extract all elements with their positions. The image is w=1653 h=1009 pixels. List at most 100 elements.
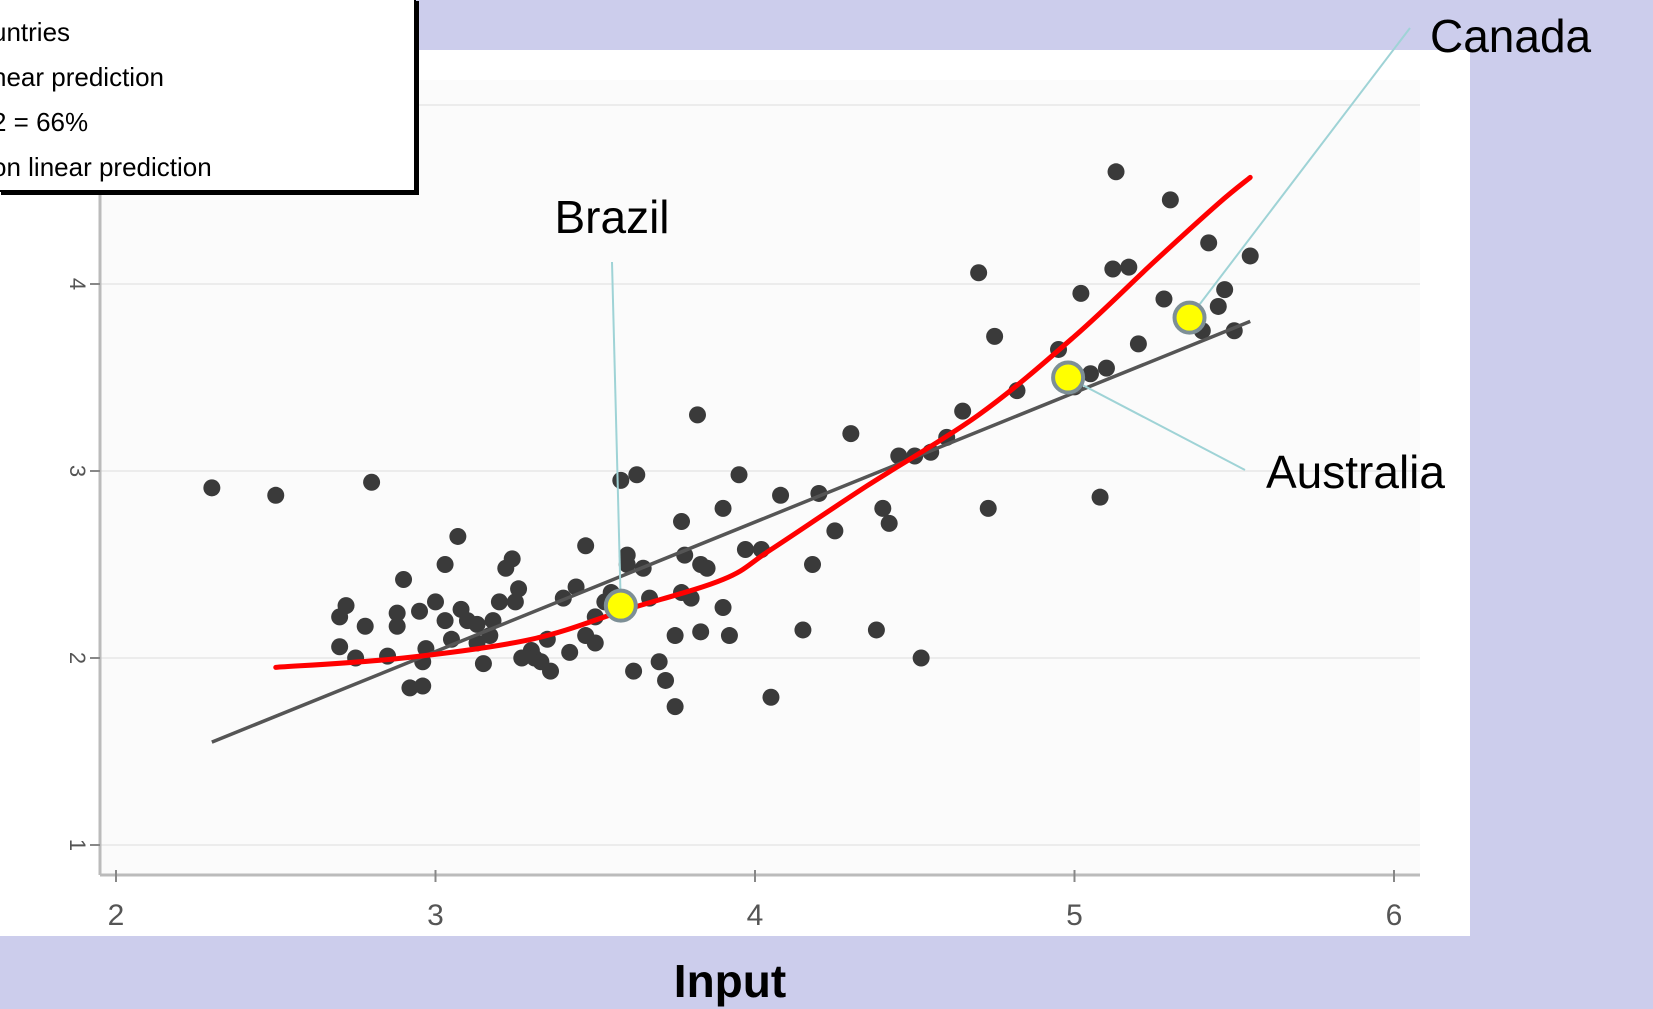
data-point xyxy=(1129,335,1147,353)
data-point xyxy=(1072,284,1090,302)
data-point xyxy=(912,649,930,667)
x-axis-label: Input xyxy=(674,955,786,1007)
y-tick-label-4: 4 xyxy=(65,278,90,290)
callout-line-australia xyxy=(1067,376,1246,471)
data-point xyxy=(388,604,406,622)
data-point xyxy=(673,512,691,530)
data-point xyxy=(577,537,595,555)
data-point xyxy=(986,327,1004,345)
data-point xyxy=(1081,365,1099,383)
data-point xyxy=(826,522,844,540)
data-point xyxy=(772,486,790,504)
data-point xyxy=(363,473,381,491)
callout-line-canada xyxy=(1188,27,1411,319)
highlight-marker-australia xyxy=(1051,360,1086,395)
annotations: Brazil Australia Canada xyxy=(554,10,1592,623)
data-point xyxy=(880,514,898,532)
data-point xyxy=(490,593,508,611)
data-point xyxy=(666,627,684,645)
data-point xyxy=(203,479,221,497)
data-point xyxy=(720,627,738,645)
x-tick-label-2: 2 xyxy=(108,899,125,932)
data-point xyxy=(794,621,812,639)
x-tick-label-3: 3 xyxy=(427,899,444,932)
data-point xyxy=(503,550,521,568)
data-point xyxy=(561,643,579,661)
data-point xyxy=(804,556,822,573)
data-point xyxy=(586,634,604,652)
data-point xyxy=(474,655,492,673)
data-point xyxy=(267,486,285,504)
legend-entry-countries: untries xyxy=(0,17,71,47)
data-point xyxy=(1097,359,1115,377)
data-point xyxy=(612,471,630,489)
data-point xyxy=(625,662,643,680)
data-point xyxy=(688,406,706,424)
plot-area xyxy=(100,80,1420,875)
data-point xyxy=(730,466,748,484)
data-point xyxy=(657,671,675,689)
nonlinear-prediction-curve xyxy=(273,174,1253,670)
data-point xyxy=(1104,260,1122,278)
data-point xyxy=(331,638,349,656)
data-point xyxy=(395,570,413,588)
data-point xyxy=(1107,163,1125,181)
highlight-marker-canada xyxy=(1172,300,1207,335)
legend-entry-nonlinear-prediction: on linear prediction xyxy=(0,152,212,182)
y-tick-label-3: 3 xyxy=(65,465,90,477)
data-point xyxy=(414,677,432,695)
data-point xyxy=(979,499,997,517)
data-point xyxy=(436,556,454,573)
y-tick-label-2: 2 xyxy=(65,652,90,664)
legend-entry-r-squared: 2 = 66% xyxy=(0,107,89,137)
data-point xyxy=(842,425,860,443)
legend-entry-linear-prediction: near prediction xyxy=(0,62,164,92)
x-tick-label-6: 6 xyxy=(1386,899,1403,932)
data-point xyxy=(427,593,444,611)
x-tick-label-5: 5 xyxy=(1066,899,1083,932)
data-point xyxy=(714,599,732,617)
data-point xyxy=(762,688,780,706)
data-point xyxy=(436,612,454,630)
data-point xyxy=(698,559,716,577)
data-point xyxy=(411,602,429,620)
data-point xyxy=(618,546,636,564)
callout-line-brazil xyxy=(611,261,622,606)
data-point xyxy=(468,615,486,633)
data-point xyxy=(401,679,419,697)
data-point xyxy=(1216,281,1234,299)
y-tick-label-1: 1 xyxy=(65,839,90,851)
data-point xyxy=(337,597,355,615)
data-point xyxy=(628,466,646,484)
data-point xyxy=(736,541,754,559)
data-point xyxy=(1200,234,1218,252)
data-point xyxy=(1161,191,1179,209)
axes: 2 3 4 5 6 1 2 3 4 xyxy=(65,120,1420,932)
data-point xyxy=(970,264,988,282)
callout-label-australia: Australia xyxy=(1266,446,1445,498)
data-point xyxy=(1091,488,1109,506)
x-tick-label-4: 4 xyxy=(747,899,764,932)
data-point xyxy=(867,621,885,639)
data-point xyxy=(510,580,528,598)
data-point xyxy=(666,698,684,716)
data-point xyxy=(1241,247,1259,265)
data-point xyxy=(874,499,892,517)
legend: untries near prediction 2 = 66% on linea… xyxy=(0,0,416,192)
callout-label-brazil: Brazil xyxy=(554,191,669,243)
data-point xyxy=(650,653,668,671)
data-point xyxy=(1155,290,1173,308)
data-point xyxy=(449,527,467,545)
data-point xyxy=(714,499,732,517)
callout-label-canada: Canada xyxy=(1430,10,1592,62)
data-point xyxy=(1209,297,1227,315)
data-point xyxy=(388,617,406,635)
grid-lines xyxy=(100,80,1420,875)
data-point xyxy=(692,623,710,641)
highlight-marker-brazil xyxy=(603,588,638,623)
data-point xyxy=(542,662,560,680)
data-point xyxy=(954,402,972,420)
data-point xyxy=(1120,258,1138,276)
data-point xyxy=(506,593,524,611)
